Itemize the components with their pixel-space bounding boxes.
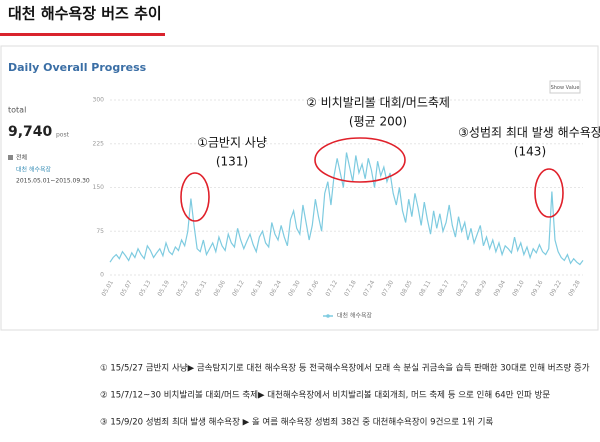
title-underline [0,33,165,36]
filter: 전체 [16,154,27,162]
total-label: total [8,106,26,115]
page-title: 대천 해수욕장 버즈 추이 [8,5,162,23]
show-value-button[interactable] [549,80,581,94]
note: ③ 15/9/20 성범죄 최대 발생 해수욕장 ▶ 올 여름 해수욕장 성범죄… [100,417,493,428]
button-label[interactable]: Show Value [551,85,580,91]
icon [8,155,13,160]
y-tick-label: 0 [100,272,104,279]
data-line [109,152,584,266]
annotation: (평균 200) [349,115,407,129]
annotation: ② 비치발리볼 대회/머드축제 [306,96,450,110]
legend-label: 대천 해수욕장 [337,312,373,320]
panel-title: Daily Overall Progress [8,61,147,74]
total-value: 9,740 [8,124,53,140]
note: ① 15/5/27 금반지 사냥▶ 금속탐지기로 대천 해수욕장 등 전국해수욕… [100,363,590,374]
annotation-circle [314,137,406,183]
annotation: ①금반지 사냥 [197,136,267,150]
annotation: ③성범죄 최대 발생 해수욕장 [458,126,600,140]
annotation: (143) [514,145,546,159]
period: 2015.05.01~2015.09.30 [16,178,90,185]
note: ② 15/7/12~30 비치발리볼 대회/머드 축제▶ 대천해수욕장에서 비치… [100,390,550,401]
keyword: 대천 해수욕장 [16,166,52,174]
y-tick-label: 150 [93,184,105,191]
y-tick-label: 225 [93,140,105,147]
y-tick-label: 75 [96,228,104,235]
annotation-circle [534,168,564,218]
legend-dot [326,314,330,318]
y-tick-label: 300 [93,97,105,104]
total-unit: post [56,132,70,139]
annotation: (131) [216,155,248,169]
annotation-circle [180,172,210,222]
